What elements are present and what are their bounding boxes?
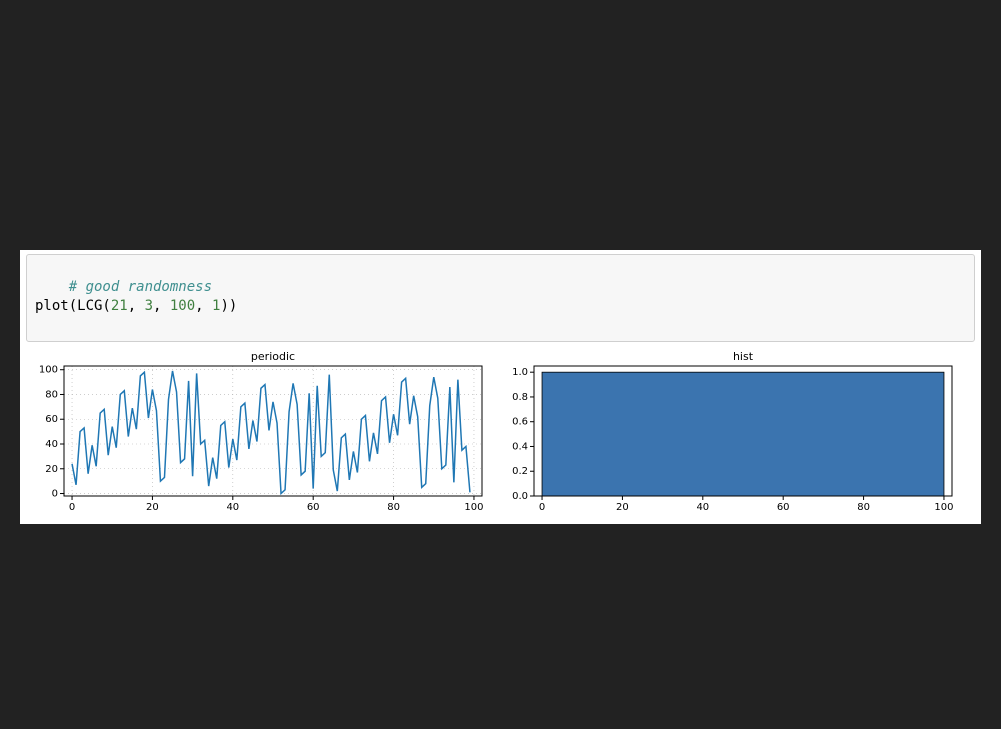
svg-text:1.0: 1.0	[512, 367, 528, 378]
svg-text:60: 60	[45, 414, 58, 425]
hist-plot: hist 0 20 40 60 80 100 0.0 0.2 0.4 0.6 0.8 1.0	[496, 348, 966, 518]
svg-text:periodic: periodic	[251, 350, 295, 363]
svg-text:20: 20	[45, 463, 58, 474]
code-call-suffix: ))	[220, 298, 237, 314]
code-arg-1: 3	[145, 298, 153, 314]
svg-text:0: 0	[539, 502, 545, 513]
svg-text:0: 0	[52, 488, 58, 499]
svg-text:80: 80	[857, 502, 870, 513]
svg-text:0.4: 0.4	[512, 441, 528, 452]
code-comment: # good randomness	[69, 279, 212, 295]
svg-text:60: 60	[777, 502, 790, 513]
svg-text:hist: hist	[733, 350, 754, 363]
svg-text:20: 20	[146, 502, 159, 513]
svg-text:40: 40	[696, 502, 709, 513]
periodic-plot: periodic 0 20 40 60 80 100 0 20 40 60 80 100	[26, 348, 496, 518]
svg-text:0: 0	[69, 502, 75, 513]
svg-text:20: 20	[616, 502, 629, 513]
plots-row: periodic 0 20 40 60 80 100 0 20 40 60 80 100 hist 0 20…	[26, 348, 975, 518]
svg-text:0.0: 0.0	[512, 491, 528, 502]
svg-text:80: 80	[387, 502, 400, 513]
svg-text:60: 60	[307, 502, 320, 513]
code-arg-0: 21	[111, 298, 128, 314]
code-call-prefix: plot(LCG(	[35, 298, 111, 314]
svg-text:0.6: 0.6	[512, 416, 528, 427]
svg-text:100: 100	[39, 364, 58, 375]
svg-text:100: 100	[934, 502, 953, 513]
code-arg-2: 100	[170, 298, 195, 314]
svg-text:40: 40	[226, 502, 239, 513]
svg-text:40: 40	[45, 439, 58, 450]
svg-text:0.2: 0.2	[512, 466, 528, 477]
code-input-block: # good randomness plot(LCG(21, 3, 100, 1…	[26, 254, 975, 342]
svg-text:80: 80	[45, 389, 58, 400]
notebook-output-cell: # good randomness plot(LCG(21, 3, 100, 1…	[20, 250, 981, 524]
svg-text:0.8: 0.8	[512, 392, 528, 403]
svg-text:100: 100	[464, 502, 483, 513]
